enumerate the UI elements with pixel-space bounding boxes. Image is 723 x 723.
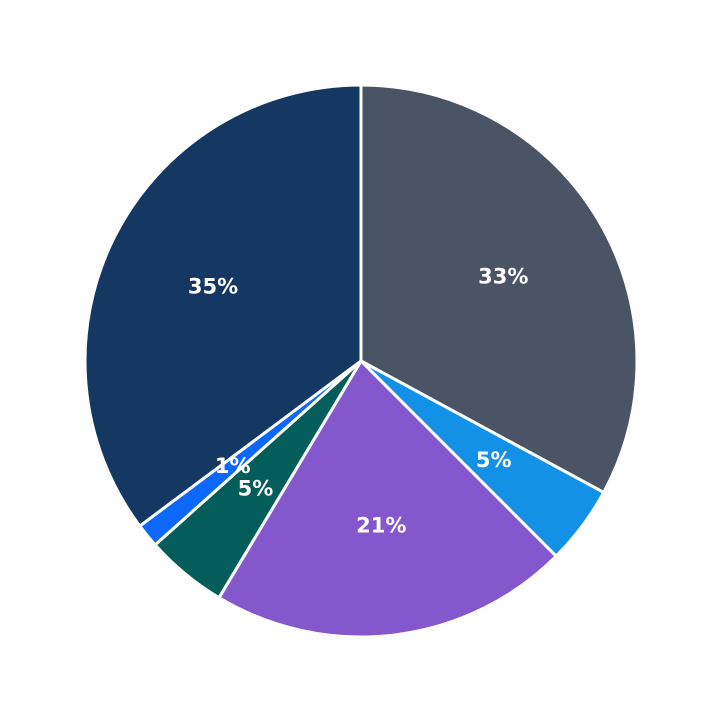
pie-slices (83, 83, 639, 639)
pie-slice (359, 83, 639, 494)
pie-slice (217, 359, 558, 639)
slice-percent-label: 1% (215, 454, 251, 478)
slice-percent-label: 21% (356, 513, 406, 537)
slice-percent-label: 5% (238, 477, 274, 501)
pie-labels: 33%5%21%5%1%35% (188, 264, 529, 537)
slice-percent-label: 35% (188, 275, 238, 299)
slice-percent-label: 33% (478, 264, 528, 288)
slice-percent-label: 5% (476, 448, 512, 472)
pie-slice (83, 83, 363, 528)
